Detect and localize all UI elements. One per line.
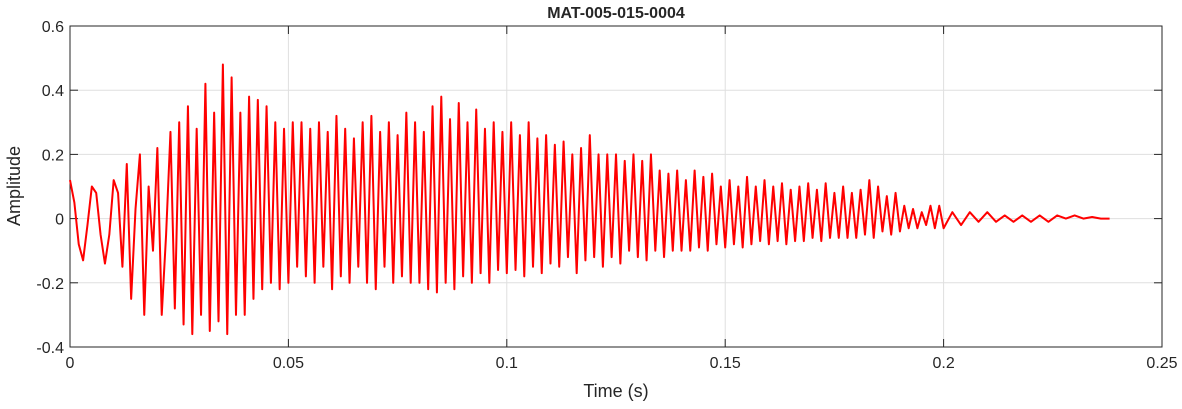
y-tick-label: 0.2 — [42, 147, 64, 164]
x-tick-label: 0.1 — [496, 355, 518, 372]
y-tick-label: -0.4 — [36, 340, 64, 357]
line-series — [69, 63, 1110, 336]
x-tick-label: 0.05 — [273, 355, 304, 372]
y-tick-label: 0.4 — [42, 83, 64, 100]
x-axis-label: Time (s) — [583, 381, 648, 401]
x-tick-label: 0.15 — [710, 355, 741, 372]
y-tick-label: 0.6 — [42, 19, 64, 36]
x-tick-label: 0.25 — [1146, 355, 1177, 372]
axes-box — [69, 25, 1163, 348]
y-tick-label: 0 — [55, 212, 64, 229]
x-tick-label: 0 — [66, 355, 75, 372]
chart-title: MAT-005-015-0004 — [547, 5, 685, 22]
y-axis-label: Amplitude — [4, 146, 24, 226]
y-tick-label: -0.2 — [36, 276, 64, 293]
x-tick-label: 0.2 — [932, 355, 954, 372]
